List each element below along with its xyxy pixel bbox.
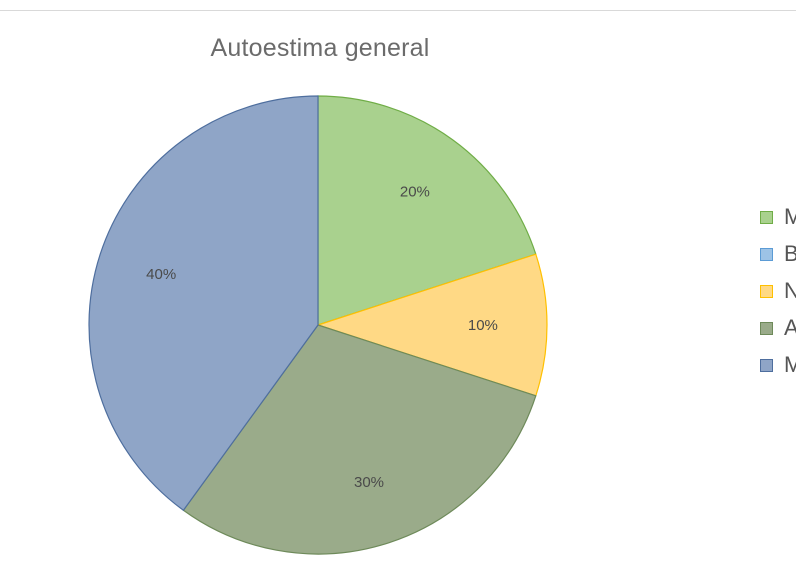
slice-label-3: 30%: [354, 474, 384, 491]
slice-label-2: 10%: [468, 317, 498, 334]
pie-slice-3: [182, 324, 537, 555]
legend-label: A: [784, 315, 796, 340]
legend-swatch: [760, 211, 773, 224]
pie-slice-4: [88, 95, 319, 512]
slice-label-4: 40%: [146, 266, 176, 283]
pie-slice-2: [316, 253, 548, 397]
legend-swatch: [760, 248, 773, 261]
chart-title: Autoestima general: [210, 34, 430, 62]
pie-slice-1: [317, 95, 537, 326]
slice-label-1: 20%: [400, 184, 430, 201]
legend-label: B: [784, 241, 796, 266]
legend-label: N: [784, 278, 796, 303]
legend-swatch: [760, 359, 773, 372]
top-divider: [0, 10, 796, 11]
pie-slices: [88, 95, 548, 555]
legend-swatch: [760, 322, 773, 335]
legend-label: M: [784, 204, 796, 229]
legend-label: M: [784, 352, 796, 377]
legend-swatch: [760, 285, 773, 298]
pie-labels: 20% 10% 30% 40%: [146, 184, 498, 491]
